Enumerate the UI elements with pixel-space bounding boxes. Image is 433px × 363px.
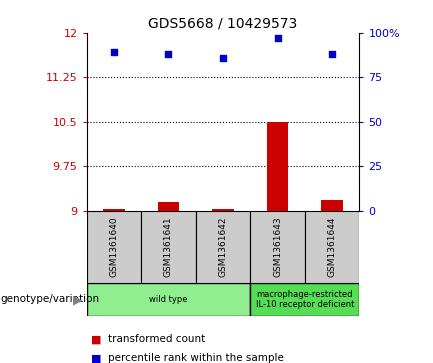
Text: GSM1361643: GSM1361643 (273, 216, 282, 277)
Bar (87, 283, 250, 316)
Title: GDS5668 / 10429573: GDS5668 / 10429573 (149, 16, 297, 30)
Text: ■: ■ (91, 334, 101, 344)
Bar (212, 209, 234, 211)
Text: percentile rank within the sample: percentile rank within the sample (108, 353, 284, 363)
Point (110, 49, 117, 55)
Text: genotype/variation: genotype/variation (0, 294, 99, 305)
Bar (141, 211, 196, 283)
Text: macrophage-restricted
IL-10 receptor deficient: macrophage-restricted IL-10 receptor def… (255, 290, 354, 309)
Text: ▶: ▶ (73, 293, 82, 306)
Bar (305, 211, 359, 283)
Bar (267, 122, 288, 211)
Bar (158, 201, 179, 211)
Text: ■: ■ (91, 353, 101, 363)
Text: GSM1361644: GSM1361644 (328, 217, 336, 277)
Text: GSM1361640: GSM1361640 (110, 216, 118, 277)
Bar (250, 283, 359, 316)
Bar (87, 211, 141, 283)
Text: transformed count: transformed count (108, 334, 206, 344)
Text: GSM1361641: GSM1361641 (164, 216, 173, 277)
Point (220, 55, 226, 61)
Bar (103, 209, 125, 211)
Text: GSM1361642: GSM1361642 (219, 217, 227, 277)
Point (274, 35, 281, 41)
Bar (196, 211, 250, 283)
Bar (321, 200, 343, 211)
Point (165, 51, 172, 57)
Text: wild type: wild type (149, 295, 187, 304)
Bar (250, 211, 305, 283)
Point (329, 51, 336, 57)
